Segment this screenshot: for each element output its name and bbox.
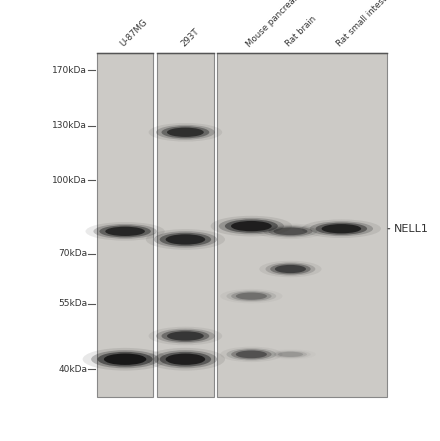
Ellipse shape	[85, 222, 165, 241]
Ellipse shape	[105, 227, 145, 236]
Ellipse shape	[236, 351, 267, 358]
Ellipse shape	[310, 221, 373, 236]
Ellipse shape	[268, 226, 312, 236]
Ellipse shape	[161, 126, 209, 138]
Ellipse shape	[315, 223, 367, 235]
Ellipse shape	[146, 348, 225, 370]
Ellipse shape	[220, 347, 282, 362]
Ellipse shape	[154, 231, 217, 248]
Ellipse shape	[91, 350, 159, 368]
Ellipse shape	[93, 224, 157, 239]
Ellipse shape	[270, 264, 311, 274]
Ellipse shape	[165, 354, 205, 365]
Ellipse shape	[83, 348, 168, 370]
Bar	[157, 53, 214, 397]
Ellipse shape	[167, 127, 204, 137]
Ellipse shape	[273, 228, 308, 235]
Ellipse shape	[161, 330, 209, 342]
Text: 170kDa: 170kDa	[52, 66, 87, 75]
Ellipse shape	[270, 350, 311, 359]
Text: 40kDa: 40kDa	[58, 365, 87, 374]
Ellipse shape	[104, 354, 147, 365]
Ellipse shape	[154, 350, 217, 368]
Text: 100kDa: 100kDa	[52, 176, 87, 184]
Ellipse shape	[98, 352, 153, 366]
Ellipse shape	[211, 216, 292, 236]
Bar	[217, 53, 387, 397]
Ellipse shape	[99, 225, 151, 237]
Ellipse shape	[236, 292, 267, 300]
Text: 70kDa: 70kDa	[58, 249, 87, 258]
Ellipse shape	[259, 261, 322, 277]
Ellipse shape	[156, 329, 215, 344]
Ellipse shape	[265, 262, 315, 276]
Ellipse shape	[160, 233, 211, 246]
Ellipse shape	[231, 292, 271, 301]
Ellipse shape	[257, 224, 324, 239]
Text: U-87MG: U-87MG	[119, 18, 150, 49]
Ellipse shape	[149, 123, 222, 142]
Ellipse shape	[156, 125, 215, 140]
Ellipse shape	[231, 221, 272, 231]
Text: NELL1: NELL1	[394, 224, 429, 234]
Text: Rat small intestine: Rat small intestine	[335, 0, 398, 49]
Ellipse shape	[274, 351, 307, 358]
Ellipse shape	[322, 224, 361, 233]
Text: 293T: 293T	[179, 27, 201, 49]
Ellipse shape	[231, 349, 271, 359]
Ellipse shape	[160, 352, 211, 366]
Ellipse shape	[227, 290, 276, 302]
Ellipse shape	[275, 265, 306, 273]
Ellipse shape	[167, 331, 204, 340]
Ellipse shape	[227, 348, 276, 361]
Ellipse shape	[263, 225, 318, 238]
Text: Rat brain: Rat brain	[284, 15, 318, 49]
Ellipse shape	[165, 234, 205, 245]
Text: 130kDa: 130kDa	[52, 121, 87, 130]
Ellipse shape	[219, 218, 284, 234]
Ellipse shape	[146, 229, 225, 250]
Ellipse shape	[149, 327, 222, 345]
Ellipse shape	[225, 220, 278, 233]
Ellipse shape	[278, 352, 303, 357]
Text: Mouse pancreas: Mouse pancreas	[245, 0, 301, 49]
Text: 55kDa: 55kDa	[58, 299, 87, 308]
Bar	[97, 53, 154, 397]
Ellipse shape	[302, 220, 381, 238]
